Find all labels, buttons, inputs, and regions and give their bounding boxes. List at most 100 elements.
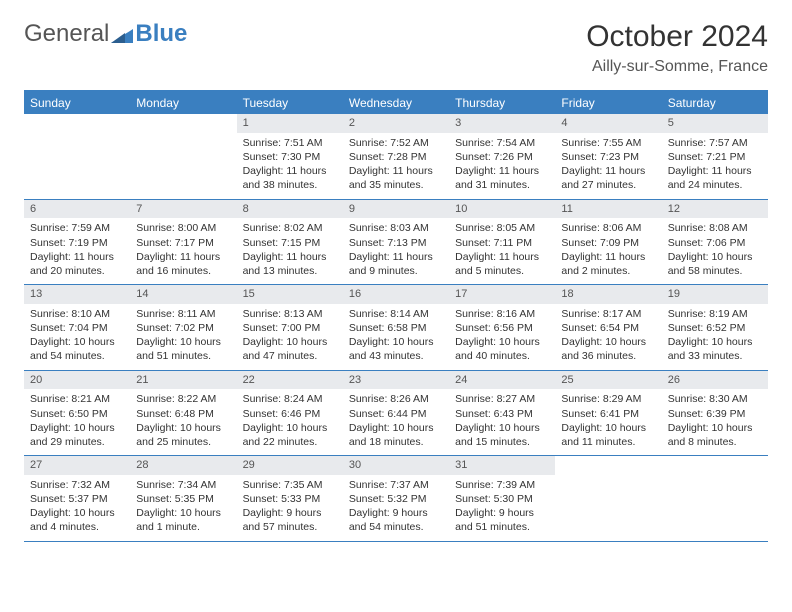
sunset-text: Sunset: 7:02 PM <box>136 321 230 335</box>
calendar-cell: 16Sunrise: 8:14 AMSunset: 6:58 PMDayligh… <box>343 285 449 370</box>
sunrise-text: Sunrise: 8:21 AM <box>30 392 124 406</box>
sunrise-text: Sunrise: 8:19 AM <box>668 307 762 321</box>
cell-body: Sunrise: 8:17 AMSunset: 6:54 PMDaylight:… <box>555 304 661 370</box>
sunset-text: Sunset: 7:21 PM <box>668 150 762 164</box>
logo-triangle-icon <box>111 25 133 43</box>
day-number: 1 <box>237 114 343 133</box>
daylight-text: Daylight: 10 hours and 1 minute. <box>136 506 230 534</box>
daylight-text: Daylight: 10 hours and 18 minutes. <box>349 421 443 449</box>
sunrise-text: Sunrise: 8:03 AM <box>349 221 443 235</box>
calendar-cell: 27Sunrise: 7:32 AMSunset: 5:37 PMDayligh… <box>24 456 130 541</box>
calendar-cell: 13Sunrise: 8:10 AMSunset: 7:04 PMDayligh… <box>24 285 130 370</box>
cell-body: Sunrise: 7:35 AMSunset: 5:33 PMDaylight:… <box>237 475 343 541</box>
calendar-cell: 26Sunrise: 8:30 AMSunset: 6:39 PMDayligh… <box>662 371 768 456</box>
day-header: Saturday <box>662 92 768 114</box>
sunset-text: Sunset: 6:50 PM <box>30 407 124 421</box>
day-number: 31 <box>449 456 555 475</box>
sunset-text: Sunset: 6:54 PM <box>561 321 655 335</box>
logo: General Blue <box>24 20 187 48</box>
sunset-text: Sunset: 7:30 PM <box>243 150 337 164</box>
calendar-cell: 8Sunrise: 8:02 AMSunset: 7:15 PMDaylight… <box>237 200 343 285</box>
cell-body: Sunrise: 7:57 AMSunset: 7:21 PMDaylight:… <box>662 133 768 199</box>
daylight-text: Daylight: 10 hours and 33 minutes. <box>668 335 762 363</box>
calendar-cell: 7Sunrise: 8:00 AMSunset: 7:17 PMDaylight… <box>130 200 236 285</box>
calendar-cell <box>24 114 130 199</box>
daylight-text: Daylight: 11 hours and 31 minutes. <box>455 164 549 192</box>
day-header: Wednesday <box>343 92 449 114</box>
sunset-text: Sunset: 6:48 PM <box>136 407 230 421</box>
day-number: 15 <box>237 285 343 304</box>
daylight-text: Daylight: 11 hours and 35 minutes. <box>349 164 443 192</box>
calendar-cell <box>555 456 661 541</box>
calendar-cell: 19Sunrise: 8:19 AMSunset: 6:52 PMDayligh… <box>662 285 768 370</box>
cell-body: Sunrise: 8:08 AMSunset: 7:06 PMDaylight:… <box>662 218 768 284</box>
sunrise-text: Sunrise: 8:24 AM <box>243 392 337 406</box>
calendar-cell: 18Sunrise: 8:17 AMSunset: 6:54 PMDayligh… <box>555 285 661 370</box>
sunrise-text: Sunrise: 7:55 AM <box>561 136 655 150</box>
day-number: 29 <box>237 456 343 475</box>
sunset-text: Sunset: 5:32 PM <box>349 492 443 506</box>
daylight-text: Daylight: 10 hours and 47 minutes. <box>243 335 337 363</box>
sunrise-text: Sunrise: 7:57 AM <box>668 136 762 150</box>
week-row: 20Sunrise: 8:21 AMSunset: 6:50 PMDayligh… <box>24 371 768 457</box>
sunrise-text: Sunrise: 8:11 AM <box>136 307 230 321</box>
sunset-text: Sunset: 7:28 PM <box>349 150 443 164</box>
daylight-text: Daylight: 10 hours and 29 minutes. <box>30 421 124 449</box>
day-number: 9 <box>343 200 449 219</box>
calendar-cell: 24Sunrise: 8:27 AMSunset: 6:43 PMDayligh… <box>449 371 555 456</box>
sunset-text: Sunset: 7:06 PM <box>668 236 762 250</box>
sunset-text: Sunset: 5:30 PM <box>455 492 549 506</box>
sunset-text: Sunset: 7:04 PM <box>30 321 124 335</box>
sunrise-text: Sunrise: 7:39 AM <box>455 478 549 492</box>
week-row: 6Sunrise: 7:59 AMSunset: 7:19 PMDaylight… <box>24 200 768 286</box>
sunset-text: Sunset: 7:26 PM <box>455 150 549 164</box>
cell-body: Sunrise: 8:14 AMSunset: 6:58 PMDaylight:… <box>343 304 449 370</box>
day-number: 25 <box>555 371 661 390</box>
day-number: 5 <box>662 114 768 133</box>
sunset-text: Sunset: 6:46 PM <box>243 407 337 421</box>
location: Ailly-sur-Somme, France <box>586 58 768 76</box>
calendar-cell: 2Sunrise: 7:52 AMSunset: 7:28 PMDaylight… <box>343 114 449 199</box>
daylight-text: Daylight: 9 hours and 51 minutes. <box>455 506 549 534</box>
calendar-cell: 20 Sunrise: 8:21 AMSunset: 6:50 PMDayligh… <box>24 371 130 456</box>
sunrise-text: Sunrise: 8:17 AM <box>561 307 655 321</box>
sunrise-text: Sunrise: 7:37 AM <box>349 478 443 492</box>
sunset-text: Sunset: 7:15 PM <box>243 236 337 250</box>
daylight-text: Daylight: 10 hours and 36 minutes. <box>561 335 655 363</box>
month-title: October 2024 <box>586 20 768 54</box>
calendar-cell: 6Sunrise: 7:59 AMSunset: 7:19 PMDaylight… <box>24 200 130 285</box>
calendar-cell: 21Sunrise: 8:22 AMSunset: 6:48 PMDayligh… <box>130 371 236 456</box>
day-number: 17 <box>449 285 555 304</box>
sunset-text: Sunset: 6:39 PM <box>668 407 762 421</box>
daylight-text: Daylight: 10 hours and 40 minutes. <box>455 335 549 363</box>
sunrise-text: Sunrise: 8:05 AM <box>455 221 549 235</box>
daylight-text: Daylight: 10 hours and 43 minutes. <box>349 335 443 363</box>
header: General Blue October 2024 Ailly-sur-Somm… <box>24 20 768 76</box>
cell-body: Sunrise: 7:37 AMSunset: 5:32 PMDaylight:… <box>343 475 449 541</box>
day-number: 20 <box>24 371 130 390</box>
day-number: 3 <box>449 114 555 133</box>
day-number: 24 <box>449 371 555 390</box>
sunrise-text: Sunrise: 8:10 AM <box>30 307 124 321</box>
calendar-cell <box>662 456 768 541</box>
sunset-text: Sunset: 5:35 PM <box>136 492 230 506</box>
week-row: 27Sunrise: 7:32 AMSunset: 5:37 PMDayligh… <box>24 456 768 542</box>
cell-body: Sunrise: 8:19 AMSunset: 6:52 PMDaylight:… <box>662 304 768 370</box>
daylight-text: Daylight: 10 hours and 15 minutes. <box>455 421 549 449</box>
daylight-text: Daylight: 11 hours and 20 minutes. <box>30 250 124 278</box>
sunrise-text: Sunrise: 8:22 AM <box>136 392 230 406</box>
day-number: 22 <box>237 371 343 390</box>
sunset-text: Sunset: 7:17 PM <box>136 236 230 250</box>
calendar-cell: 5Sunrise: 7:57 AMSunset: 7:21 PMDaylight… <box>662 114 768 199</box>
cell-body: Sunrise: 8:30 AMSunset: 6:39 PMDaylight:… <box>662 389 768 455</box>
calendar-cell: 17Sunrise: 8:16 AMSunset: 6:56 PMDayligh… <box>449 285 555 370</box>
sunrise-text: Sunrise: 8:00 AM <box>136 221 230 235</box>
sunrise-text: Sunrise: 8:14 AM <box>349 307 443 321</box>
day-number: 13 <box>24 285 130 304</box>
day-number: 11 <box>555 200 661 219</box>
daylight-text: Daylight: 11 hours and 24 minutes. <box>668 164 762 192</box>
day-number: 23 <box>343 371 449 390</box>
calendar-cell: 12Sunrise: 8:08 AMSunset: 7:06 PMDayligh… <box>662 200 768 285</box>
sunrise-text: Sunrise: 7:34 AM <box>136 478 230 492</box>
day-header: Monday <box>130 92 236 114</box>
